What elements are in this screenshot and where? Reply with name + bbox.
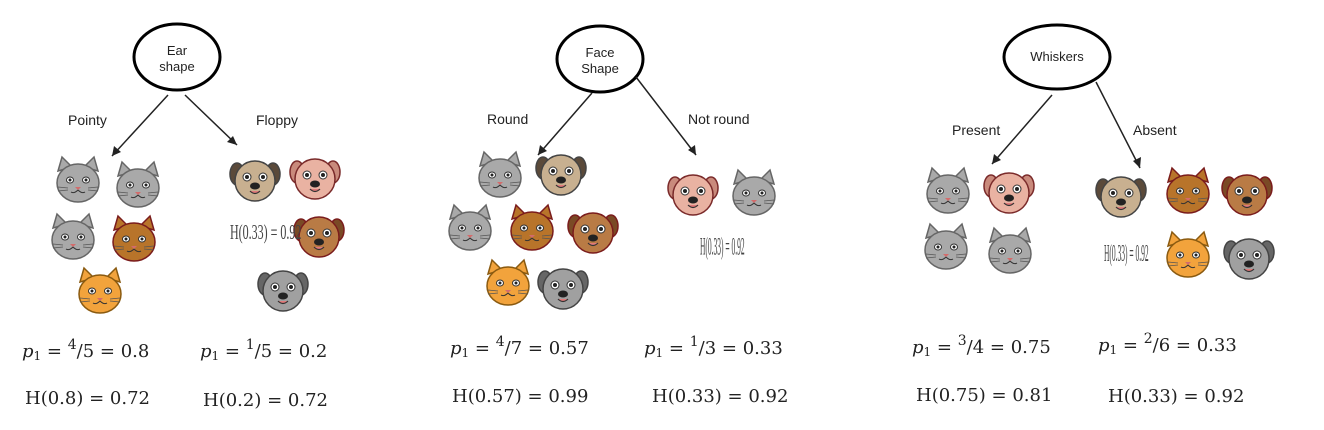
- right-p1-formula: p1 = 1/3 = 0.33: [644, 334, 783, 360]
- tree-edges: [111, 22, 238, 157]
- handwritten-entropy-note: H(0.33) = 0.92: [1104, 242, 1149, 268]
- tree-edges: [991, 23, 1141, 169]
- brown-cat-icon: [1162, 166, 1214, 221]
- gray-cat-icon: [920, 222, 972, 277]
- gray-dog-icon: [256, 264, 310, 319]
- gray-cat-icon: [112, 160, 164, 215]
- pug-icon: [228, 154, 282, 209]
- handwritten-entropy-note: H(0.33) = 0.92: [700, 234, 745, 262]
- root-node-label: Whiskers: [1030, 49, 1084, 64]
- gray-cat-icon: [474, 150, 526, 205]
- left-p1-formula: p1 = 4/7 = 0.57: [450, 334, 589, 360]
- right-entropy: H(0.2) = 0.72: [203, 390, 328, 411]
- orange-cat-icon: [74, 266, 126, 321]
- pink-dog-icon: [666, 168, 720, 223]
- gray-dog-icon: [536, 262, 590, 317]
- gray-cat-icon: [984, 226, 1036, 281]
- root-node-ellipse: [132, 22, 222, 92]
- orange-cat-icon: [1162, 230, 1214, 285]
- left-entropy: H(0.75) = 0.81: [916, 385, 1053, 406]
- brown-dog-icon: [566, 206, 620, 261]
- right-entropy: H(0.33) = 0.92: [652, 386, 789, 407]
- brown-cat-icon: [506, 203, 558, 258]
- gray-cat-icon: [922, 166, 974, 221]
- right-edge-arrow: [184, 94, 238, 146]
- left-branch-label: Present: [952, 122, 1001, 138]
- left-edge-arrow: [111, 94, 169, 157]
- left-p1-formula: p1 = 4/5 = 0.8: [22, 337, 150, 363]
- left-branch-label: Round: [487, 111, 529, 127]
- gray-cat-icon: [52, 155, 104, 210]
- root-node-label: Ear shape: [159, 43, 195, 74]
- root-node-ellipse: [555, 24, 645, 94]
- brown-cat-icon: [108, 214, 160, 269]
- left-edge-arrow: [537, 92, 593, 156]
- left-entropy: H(0.8) = 0.72: [25, 388, 150, 409]
- left-edge-arrow: [991, 94, 1053, 165]
- right-branch-label: Floppy: [256, 112, 299, 128]
- handwritten-entropy-note: H(0.33) = 0.92: [230, 222, 302, 245]
- pug-icon: [534, 148, 588, 203]
- gray-dog-icon: [1222, 232, 1276, 287]
- brown-dog-icon: [1220, 168, 1274, 223]
- right-branch-label: Not round: [688, 111, 750, 127]
- right-edge-arrow: [1095, 81, 1141, 169]
- right-branch-label: Absent: [1133, 122, 1177, 138]
- left-entropy: H(0.57) = 0.99: [452, 386, 589, 407]
- brown-dog-icon: [292, 210, 346, 265]
- root-node-label: Face Shape: [581, 45, 619, 76]
- root-node-ellipse: [1002, 23, 1112, 91]
- orange-cat-icon: [482, 258, 534, 313]
- gray-cat-icon: [444, 203, 496, 258]
- left-p1-formula: p1 = 3/4 = 0.75: [912, 333, 1051, 359]
- pug-icon: [1094, 170, 1148, 225]
- tree-edges: [537, 24, 697, 156]
- right-edge-arrow: [635, 76, 697, 156]
- right-p1-formula: p1 = 2/6 = 0.33: [1098, 331, 1237, 357]
- left-branch-label: Pointy: [68, 112, 107, 128]
- split-face-shape: Face Shape Round Not round: [430, 0, 850, 430]
- right-entropy: H(0.33) = 0.92: [1108, 386, 1245, 407]
- pink-dog-icon: [288, 152, 342, 207]
- gray-cat-icon: [47, 212, 99, 267]
- gray-cat-icon: [728, 168, 780, 223]
- right-p1-formula: p1 = 1/5 = 0.2: [200, 337, 328, 363]
- pink-dog-icon: [982, 166, 1036, 221]
- split-ear-shape: Ear shape Pointy Floppy: [0, 0, 420, 430]
- split-whiskers: Whiskers Present Absent: [900, 0, 1324, 430]
